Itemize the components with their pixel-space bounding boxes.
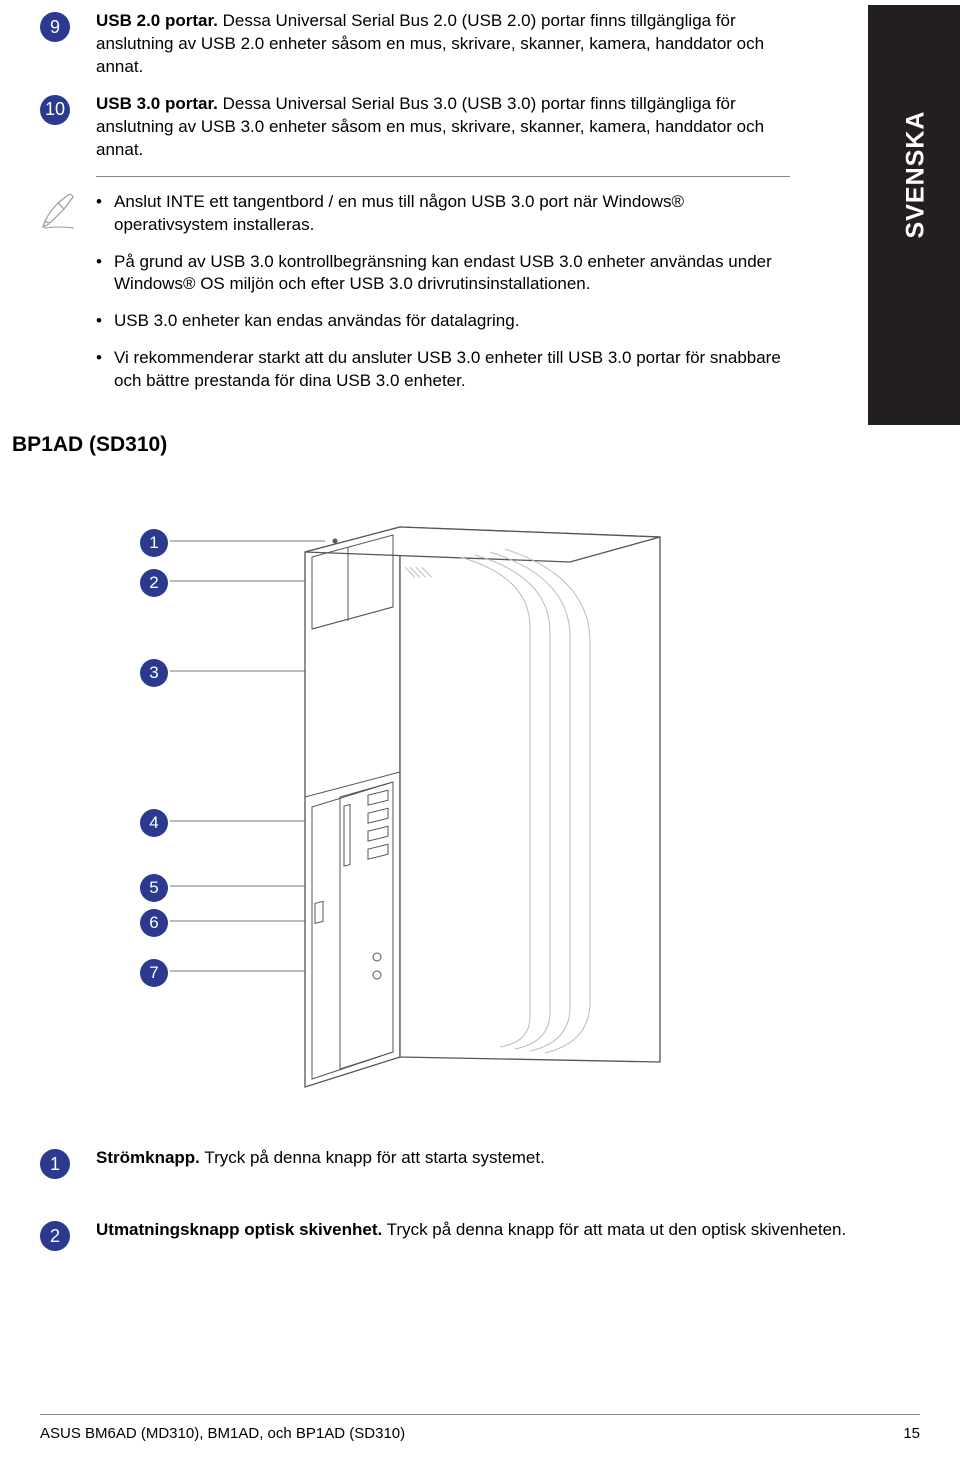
product-svg [100, 497, 860, 1127]
item-2-text: Utmatningsknapp optisk skivenhet. Tryck … [96, 1219, 920, 1242]
model-title: BP1AD (SD310) [12, 433, 920, 457]
item-10-title: USB 3.0 portar. [96, 94, 218, 113]
item-9-title: USB 2.0 portar. [96, 11, 218, 30]
language-tab: SVENSKA [868, 5, 960, 425]
item-2: 2 Utmatningsknapp optisk skivenhet. Tryc… [40, 1219, 920, 1251]
note-list: Anslut INTE ett tangentbord / en mus til… [96, 191, 790, 394]
item-9-text: USB 2.0 portar. Dessa Universal Serial B… [96, 10, 920, 79]
note-4: Vi rekommenderar starkt att du ansluter … [96, 347, 790, 393]
callout-circle-9: 9 [40, 12, 70, 42]
note-2: På grund av USB 3.0 kontrollbegränsning … [96, 251, 790, 297]
item-1: 1 Strömknapp. Tryck på denna knapp för a… [40, 1147, 920, 1179]
note-block: Anslut INTE ett tangentbord / en mus til… [96, 176, 790, 394]
callout-circle-1: 1 [40, 1149, 70, 1179]
page-footer: ASUS BM6AD (MD310), BM1AD, och BP1AD (SD… [40, 1414, 920, 1442]
pencil-note-icon [40, 191, 80, 231]
product-diagram: 1 2 3 4 5 6 7 9 8 [100, 497, 920, 1127]
item-1-desc: Tryck på denna knapp för att starta syst… [200, 1148, 545, 1167]
item-1-title: Strömknapp. [96, 1148, 200, 1167]
footer-page-number: 15 [903, 1425, 920, 1442]
item-10-text: USB 3.0 portar. Dessa Universal Serial B… [96, 93, 920, 162]
item-2-desc: Tryck på denna knapp för att mata ut den… [382, 1220, 846, 1239]
page-content: 9 USB 2.0 portar. Dessa Universal Serial… [0, 0, 960, 1251]
note-1: Anslut INTE ett tangentbord / en mus til… [96, 191, 790, 237]
item-1-text: Strömknapp. Tryck på denna knapp för att… [96, 1147, 920, 1170]
callout-circle-10: 10 [40, 95, 70, 125]
footer-left: ASUS BM6AD (MD310), BM1AD, och BP1AD (SD… [40, 1425, 405, 1442]
callout-circle-2: 2 [40, 1221, 70, 1251]
item-9: 9 USB 2.0 portar. Dessa Universal Serial… [40, 10, 920, 79]
language-tab-text: SVENSKA [902, 105, 931, 245]
lower-items: 1 Strömknapp. Tryck på denna knapp för a… [40, 1147, 920, 1251]
item-10: 10 USB 3.0 portar. Dessa Universal Seria… [40, 93, 920, 162]
item-2-title: Utmatningsknapp optisk skivenhet. [96, 1220, 382, 1239]
note-3: USB 3.0 enheter kan endas användas för d… [96, 310, 790, 333]
